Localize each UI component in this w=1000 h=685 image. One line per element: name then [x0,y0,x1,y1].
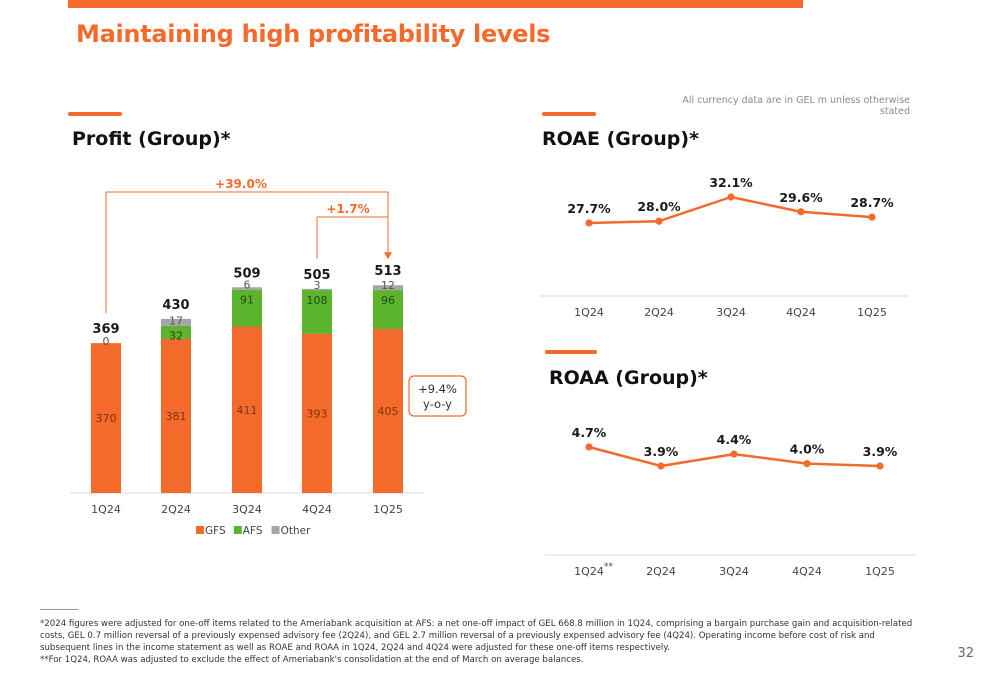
roaa-xtick-4q24: 4Q24 [792,565,822,578]
roae-chart-title: ROAE (Group)* [542,128,700,150]
roae-xtick-4q24: 4Q24 [786,306,816,319]
roaa-xtick-1q25: 1Q25 [865,565,895,578]
roae-value-label-1q25: 28.7% [850,195,894,210]
footnote-roaa: **For 1Q24, ROAA was adjusted to exclude… [40,655,584,665]
label-afs-2q24: 32 [169,330,183,343]
roae-value-label-2q24: 28.0% [637,199,681,214]
roaa-value-label-4q24: 4.0% [790,442,825,457]
bar-other-3q24 [232,287,262,290]
label-gfs-3q24: 411 [237,404,258,417]
total-label-1q25: 513 [374,264,401,279]
roaa-value-label-1q24: 4.7% [572,425,607,440]
page-number: 32 [957,646,974,661]
label-other-4q24: 3 [314,279,321,292]
xtick-4q24: 4Q24 [302,503,332,516]
bar-gfs-4q24 [302,333,332,493]
roae-point-2q24 [655,217,663,225]
label-other-3q24: 6 [244,279,251,292]
label-other-2q24: 17 [169,315,183,328]
legend-swatch-gfs [196,526,204,534]
label-afs-1q24: 0 [103,335,110,348]
total-label-3q24: 509 [233,266,260,281]
bar-gfs-1q25 [373,328,403,493]
bar-gfs-3q24 [232,326,262,493]
top-accent-bar [68,0,803,8]
roaa-point-1q24 [585,443,593,451]
roae-value-label-1q24: 27.7% [567,201,611,216]
total-label-1q24: 369 [92,322,119,337]
roaa-point-2q24 [657,462,665,470]
roaa-xtick-1q24: 1Q24 [574,565,604,578]
roae-xtick-2q24: 2Q24 [644,306,674,319]
roaa-value-label-3q24: 4.4% [717,432,752,447]
total-label-2q24: 430 [162,298,189,313]
label-afs-1q25: 96 [381,294,395,307]
roae-xtick-3q24: 3Q24 [716,306,746,319]
xtick-2q24: 2Q24 [161,503,191,516]
growth-long-label: +39.0% [215,177,267,191]
roae-point-4q24 [797,208,805,216]
roaa-value-label-1q25: 3.9% [863,444,898,459]
bar-afs-3q24 [232,289,262,327]
bar-other-2q24 [161,318,191,326]
slide-title: Maintaining high profitability levels [76,20,551,48]
total-label-4q24: 505 [303,268,330,283]
footnotes: *2024 figures were adjusted for one-off … [40,618,920,666]
footnote-adjustments: *2024 figures were adjusted for one-off … [40,619,913,653]
roaa-xtick-2q24: 2Q24 [646,565,676,578]
roaa-chart-title: ROAA (Group)* [549,367,708,389]
bar-other-4q24 [302,288,332,291]
roaa-point-1q25 [876,462,884,470]
bar-other-1q25 [373,285,403,291]
yoy-callout-label: y-o-y [423,397,452,411]
label-afs-3q24: 91 [240,294,254,307]
legend-swatch-afs [233,526,242,534]
roae-value-label-3q24: 32.1% [709,175,753,190]
legend-label-afs: AFS [243,525,263,537]
xtick-3q24: 3Q24 [232,503,262,516]
bar-gfs-1q24 [91,343,121,493]
roaa-xtick-3q24: 3Q24 [719,565,749,578]
legend-swatch-other [271,526,280,534]
label-gfs-4q24: 393 [307,407,328,420]
yoy-callout-value: +9.4% [418,382,457,396]
roaa-point-4q24 [803,460,811,468]
bar-afs-2q24 [161,325,191,339]
legend-label-gfs: GFS [205,525,226,537]
roae-accent-dash [542,112,596,116]
growth-short-label: +1.7% [326,202,369,216]
label-gfs-1q25: 405 [378,405,399,418]
roae-xtick-1q25: 1Q25 [857,306,887,319]
roae-value-label-4q24: 29.6% [779,190,823,205]
roae-xtick-1q24: 1Q24 [574,306,604,319]
yoy-callout-box [408,375,467,417]
roaa-value-label-2q24: 3.9% [644,444,679,459]
label-gfs-1q24: 370 [96,412,117,425]
profit-chart-title: Profit (Group)* [72,128,231,150]
profit-accent-dash [68,112,122,116]
roae-point-1q25 [868,213,876,221]
xtick-1q24: 1Q24 [91,503,121,516]
roae-point-3q24 [727,193,735,201]
bar-afs-1q25 [373,290,403,329]
currency-note: All currency data are in GEL m unless ot… [682,95,910,117]
label-afs-4q24: 108 [307,294,328,307]
footnote-divider [40,609,78,610]
label-other-1q25: 12 [381,279,395,292]
roae-point-1q24 [585,219,593,227]
growth-arrow-head [384,252,392,260]
legend-label-other: Other [281,525,311,537]
roaa-point-3q24 [730,450,738,458]
bar-afs-4q24 [302,290,332,334]
xtick-1q25: 1Q25 [373,503,403,516]
label-gfs-2q24: 381 [166,410,187,423]
roaa-accent-dash [545,350,597,354]
roaa-xtick-marker-1q24: ** [604,562,614,572]
bar-gfs-2q24 [161,338,191,493]
